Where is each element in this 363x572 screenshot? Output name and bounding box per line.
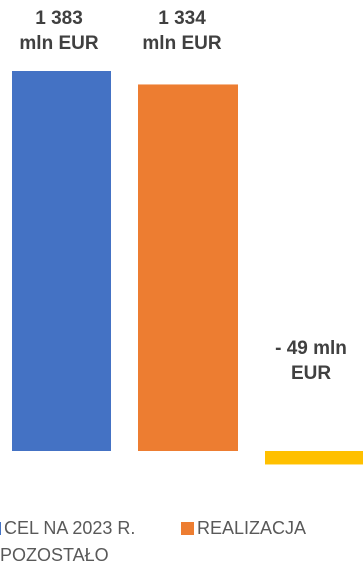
bar-target xyxy=(12,71,111,451)
data-label-realization: 1 334 mln EUR xyxy=(123,6,241,56)
data-label-realization-unit: mln EUR xyxy=(142,33,222,54)
legend-label-target: CEL NA 2023 R. xyxy=(4,518,136,538)
legend-label-remaining: POZOSTAŁO xyxy=(0,545,109,565)
data-label-target: 1 383 mln EUR xyxy=(0,6,118,56)
data-label-target-unit: mln EUR xyxy=(19,33,99,54)
data-label-remaining-value: - 49 mln xyxy=(275,338,347,359)
legend-label-realization: REALIZACJA xyxy=(197,518,307,538)
bar-realization xyxy=(138,84,238,451)
data-label-remaining: - 49 mln EUR xyxy=(256,336,363,386)
legend-swatch-target xyxy=(0,522,1,535)
legend-item-realization: REALIZACJA xyxy=(181,518,306,539)
legend-swatch-realization xyxy=(181,522,194,535)
data-label-remaining-unit: EUR xyxy=(290,363,332,384)
data-label-realization-value: 1 334 xyxy=(158,8,206,29)
legend-item-target: CEL NA 2023 R. xyxy=(0,518,135,539)
chart-legend: CEL NA 2023 R. REALIZACJA POZOSTAŁO xyxy=(0,512,363,572)
legend-item-remaining: POZOSTAŁO xyxy=(0,545,109,566)
data-label-target-value: 1 383 xyxy=(35,8,83,29)
bar-remaining xyxy=(265,451,363,465)
